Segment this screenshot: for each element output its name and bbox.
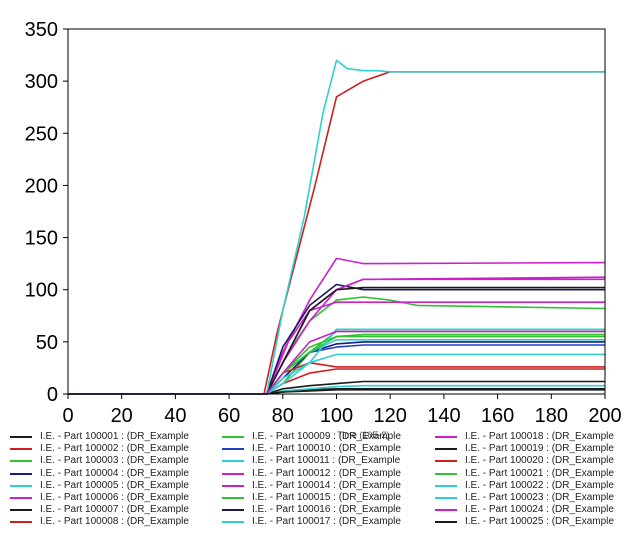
legend-label: I.E. - Part 100009 : (DR_Example (252, 431, 401, 442)
series-line (68, 59, 605, 395)
legend-swatch (10, 497, 32, 499)
y-tick-label: 300 (25, 71, 58, 93)
y-tick-label: 150 (25, 228, 58, 250)
legend-label: I.E. - Part 100010 : (DR_Example (252, 443, 401, 455)
legend-label: I.E. - Part 100012 : (DR_Example (252, 467, 401, 479)
series-line (68, 301, 605, 395)
series-line (68, 330, 605, 395)
x-tick-label: 140 (427, 405, 460, 427)
legend-swatch (435, 460, 457, 463)
legend-label: I.E. - Part 100016 : (DR_Example (252, 504, 401, 516)
y-tick-label: 250 (25, 123, 58, 145)
legend-label: I.E. - Part 100020 : (DR_Example (465, 455, 614, 467)
legend-label: I.E. - Part 100019 : (DR_Example (465, 443, 614, 455)
legend-swatch (435, 436, 457, 438)
legend-swatch (222, 521, 244, 524)
x-tick-label: 100 (320, 405, 353, 427)
x-tick-label: 120 (374, 405, 407, 427)
legend-label: I.E. - Part 100014 : (DR_Example (252, 479, 401, 491)
legend-swatch (222, 448, 244, 451)
legend-label: I.E. - Part 100024 : (DR_Example (465, 504, 614, 516)
series-line (68, 330, 605, 395)
x-tick-label: 160 (481, 405, 514, 427)
series-line (68, 380, 605, 395)
x-tick-label: 20 (111, 405, 133, 427)
legend-label: I.E. - Part 100022 : (DR_Example (465, 479, 614, 491)
legend-label: I.E. - Part 100017 : (DR_Example (252, 516, 401, 528)
legend-swatch (222, 509, 244, 512)
legend-label: I.E. - Part 100011 : (DR_Example (252, 455, 401, 467)
x-tick-label: 80 (272, 405, 294, 427)
legend-swatch (435, 472, 457, 475)
legend-label: I.E. - Part 100004 : (DR_Example (40, 467, 189, 479)
y-tick-label: 100 (25, 280, 58, 302)
y-tick-label: 0 (47, 384, 58, 406)
legend-swatch (435, 484, 457, 487)
series-line (68, 71, 605, 395)
legend-label: I.E. - Part 100006 : (DR_Example (40, 492, 189, 503)
legend-label: I.E. - Part 100005 : (DR_Example (40, 479, 189, 491)
x-tick-label: 60 (218, 405, 240, 427)
legend-swatch (222, 460, 244, 463)
legend-swatch (222, 484, 244, 487)
series-line (68, 286, 605, 395)
series-line (68, 388, 605, 395)
legend-swatch (10, 484, 32, 487)
x-tick-label: 0 (62, 405, 73, 427)
y-tick-label: 350 (25, 19, 58, 41)
line-chart: 0 20 40 60 80 100 120 140 160 180 200 0 50 100 150 200… (25, 19, 622, 440)
legend-label: I.E. - Part 100018 : (DR_Example (465, 431, 614, 442)
legend-swatch (222, 497, 244, 499)
legend-swatch (10, 521, 32, 524)
x-tick-label: 180 (535, 405, 568, 427)
series-lines (68, 59, 606, 395)
y-tick-label: 50 (36, 332, 58, 354)
legend-swatch (222, 436, 244, 438)
legend-swatch (10, 448, 32, 451)
legend-label: I.E. - Part 100007 : (DR_Example (40, 504, 189, 516)
y-axis: 0 50 100 150 200 250 300 350 (25, 19, 68, 406)
legend-swatch (222, 472, 244, 475)
legend-label: I.E. - Part 100021 : (DR_Example (465, 467, 614, 479)
legend-label: I.E. - Part 100025 : (DR_Example (465, 516, 614, 528)
x-axis: 0 20 40 60 80 100 120 140 160 180 200 (62, 394, 622, 427)
legend-label: I.E. - Part 100002 : (DR_Example (40, 443, 189, 455)
legend-label: I.E. - Part 100008 : (DR_Example (40, 516, 189, 528)
x-axis-label: Time (10E-2) (337, 430, 389, 440)
series-line (68, 276, 606, 395)
legend-swatch (435, 509, 457, 512)
legend-swatch (10, 460, 32, 463)
legend-label: I.E. - Part 100015 : (DR_Example (252, 492, 401, 503)
legend-swatch (435, 497, 457, 499)
legend-label: I.E. - Part 100001 : (DR_Example (40, 431, 189, 442)
legend-swatch (435, 521, 457, 524)
x-tick-label: 200 (588, 405, 621, 427)
legend-swatch (10, 436, 32, 438)
legend-swatch (10, 509, 32, 512)
legend: I.E. - Part 100001 : (DR_Example I.E. - P… (0, 431, 625, 539)
legend-swatch (435, 448, 457, 451)
series-line (68, 283, 605, 395)
legend-label: I.E. - Part 100003 : (DR_Example (40, 455, 189, 467)
x-tick-label: 40 (164, 405, 186, 427)
legend-label: I.E. - Part 100023 : (DR_Example (465, 492, 614, 503)
y-tick-label: 200 (25, 175, 58, 197)
legend-swatch (10, 472, 32, 475)
